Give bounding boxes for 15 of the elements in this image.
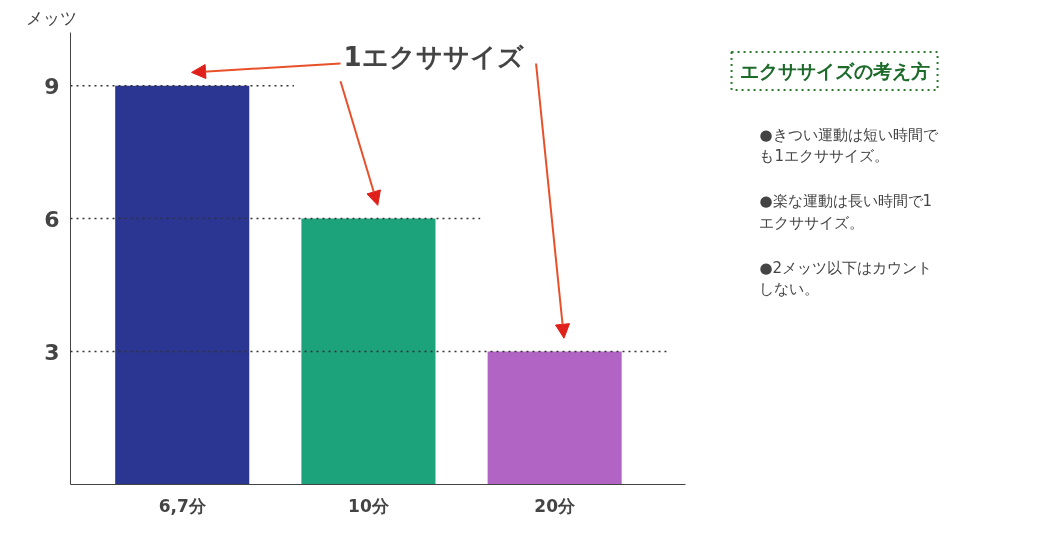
y-axis-title: メッツ	[25, 7, 77, 28]
bar	[487, 351, 622, 485]
x-tick-label: 20分	[534, 495, 576, 516]
bar	[301, 218, 436, 485]
text: エクササイズの考え方	[739, 60, 930, 83]
text: ●きつい運動は短い時間でも1エクササイズ。	[759, 125, 939, 166]
text: ●楽な運動は長い時間で1エクササイズ。	[759, 192, 933, 232]
y-tick-label: 3	[44, 339, 60, 365]
text: ●2メッツ以下はカウントしない。	[759, 258, 933, 299]
y-tick-label: 6	[44, 206, 60, 232]
y-tick-label: 9	[44, 73, 60, 99]
x-tick-label: 6,7分	[158, 495, 207, 516]
annotation: 1エクササイズ	[343, 42, 524, 73]
bar	[115, 85, 250, 485]
x-tick-label: 10分	[348, 495, 390, 516]
